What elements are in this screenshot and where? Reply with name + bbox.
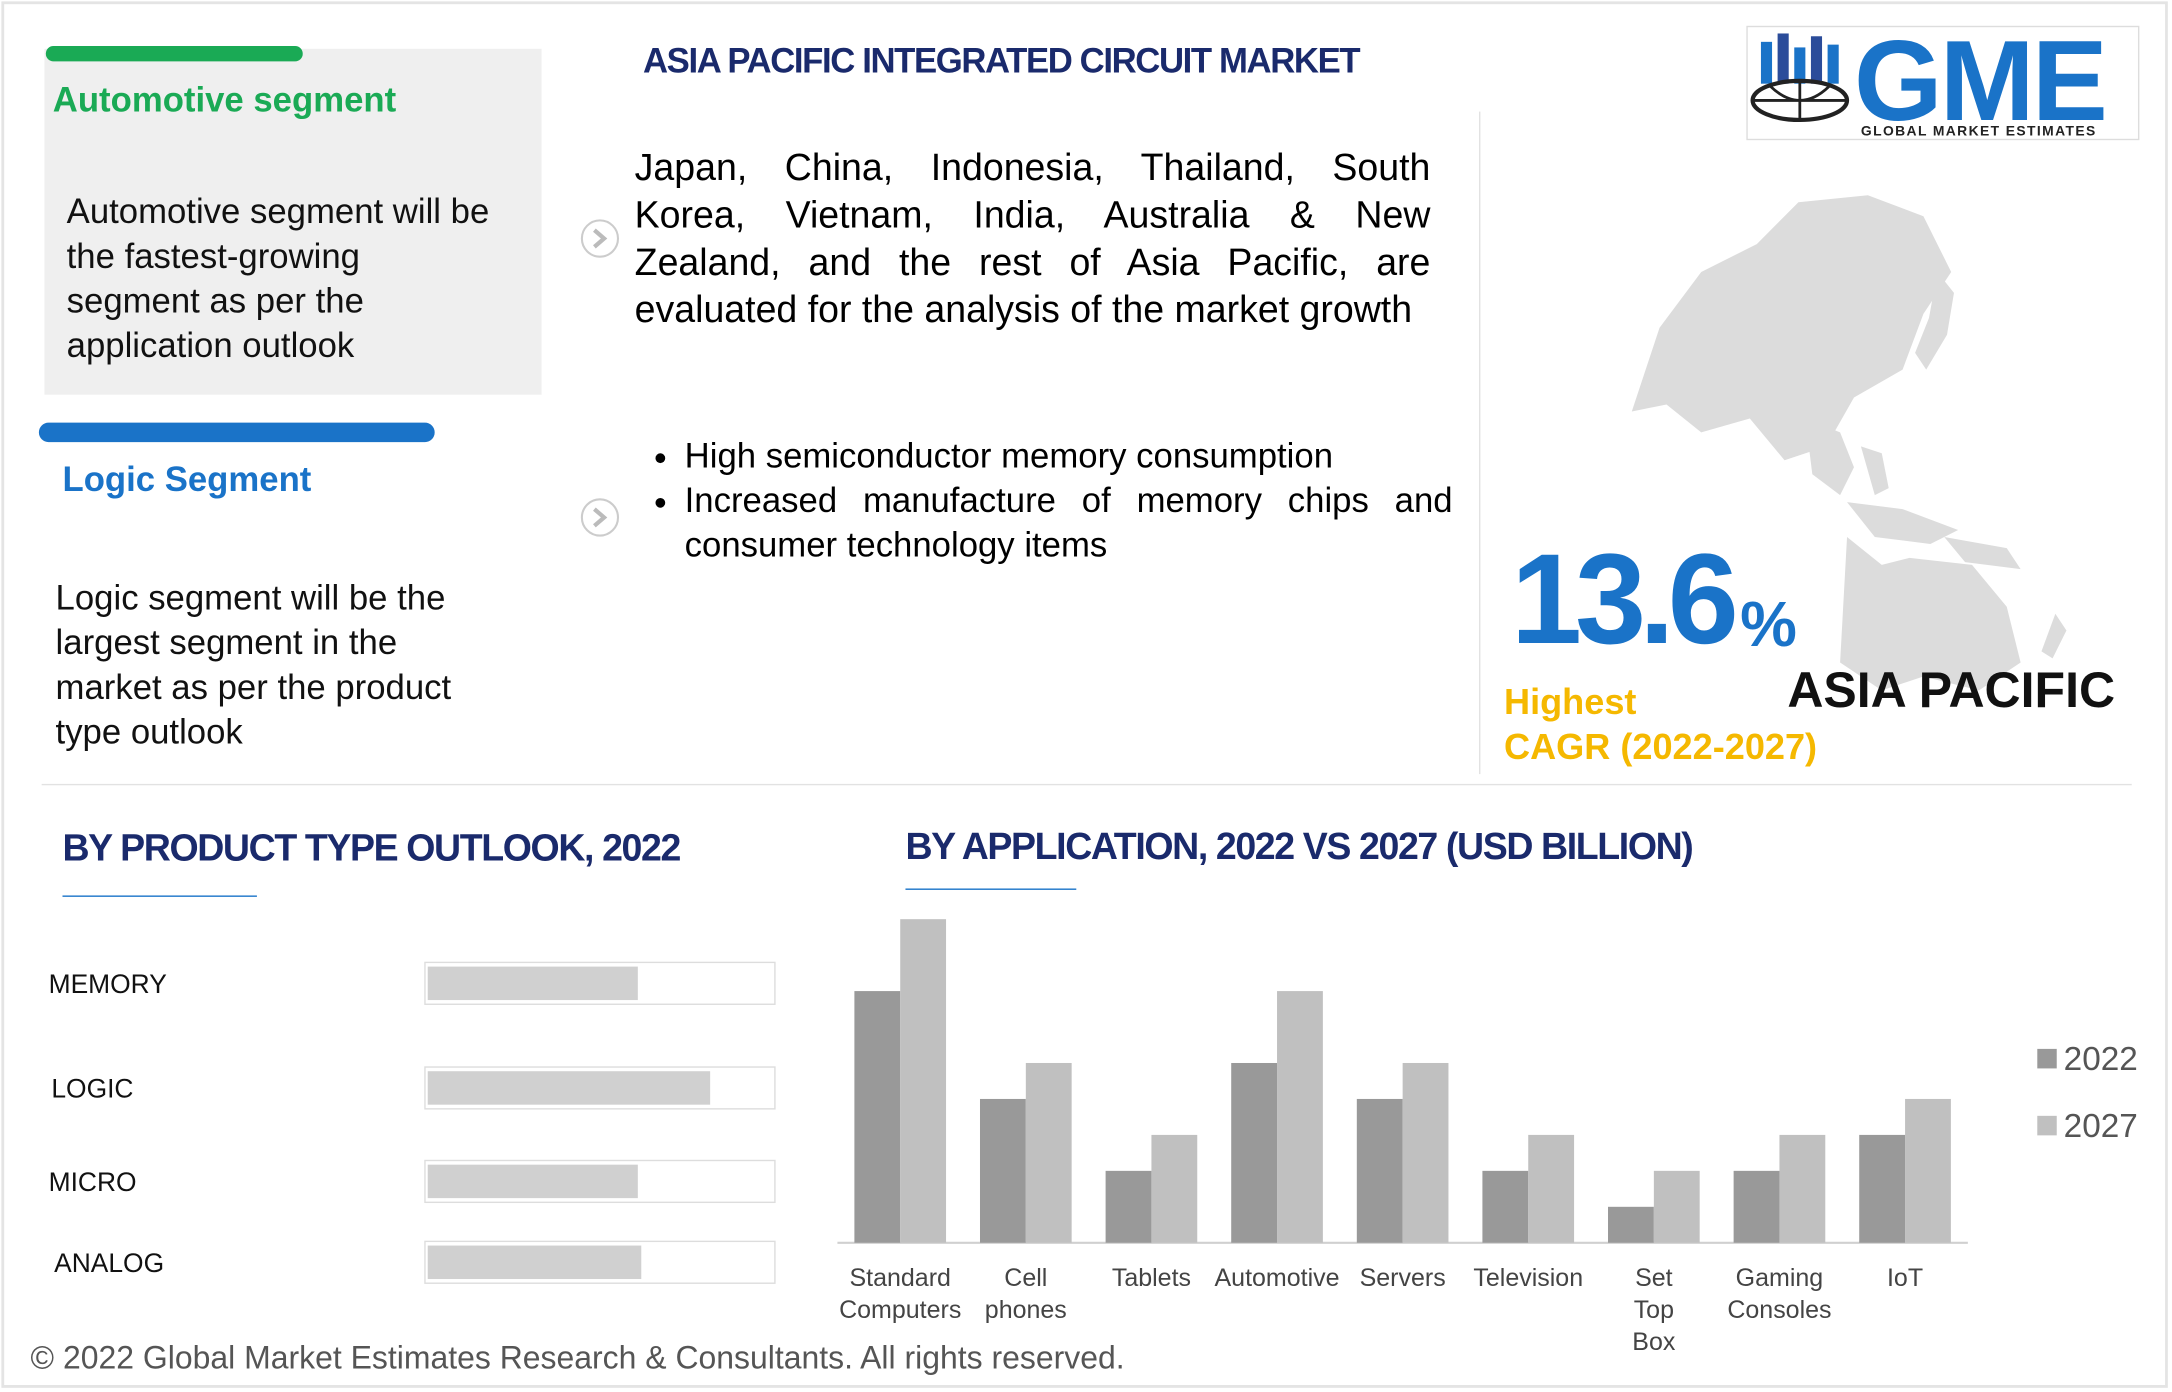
x-tick-label: Automotive [1215,1264,1340,1292]
category-label: LOGIC [51,1074,133,1104]
x-tick-label: Set Top Box [1632,1264,1676,1356]
bar [427,1245,642,1280]
bar [1025,1062,1072,1243]
bar [427,1071,711,1105]
logo-subtitle: GLOBAL MARKET ESTIMATES [1861,122,2097,138]
bar [1528,1134,1575,1243]
bar [1482,1170,1529,1243]
title-underline [62,895,257,897]
accent-bar [38,422,435,443]
map [1631,195,2067,691]
bar [1905,1098,1951,1243]
bar [427,1164,638,1199]
x-tick-label: Television [1473,1264,1583,1292]
bar [1859,1134,1906,1243]
cagr-value: 13.6 [1510,528,1739,671]
bar [1779,1134,1826,1243]
x-tick-label: Tablets [1112,1264,1191,1292]
divider [41,783,2132,786]
highlight-box [44,48,542,395]
page-title: ASIA PACIFIC INTEGRATED CIRCUIT MARKET [642,41,1361,81]
highlight-text: Logic segment will be the largest segmen… [55,578,452,752]
legend-label: 2027 [2064,1108,2138,1145]
cagr-label: Highest [1504,680,1637,723]
divider [1479,111,1481,775]
bullet-list: High semiconductor memory consumption In… [632,434,1453,568]
bar [1733,1170,1780,1243]
x-tick-label: Cell phones [985,1264,1067,1324]
title-underline [905,888,1077,890]
logo-text: GME [1854,18,2105,145]
highlight-text: Automotive segment will be the fastest-g… [66,192,490,366]
highlight-title: Logic Segment [62,460,312,500]
bar [1277,991,1323,1243]
bar [900,919,947,1243]
cagr-label: CAGR (2022-2027) [1504,725,1818,768]
logo [1746,25,2140,141]
bar [1608,1206,1654,1243]
bar [1151,1134,1198,1243]
scope-text: Japan, China, Indonesia, Thailand, South… [634,146,1431,331]
category-label: MEMORY [49,969,168,999]
x-tick-label: Gaming Consoles [1727,1264,1831,1324]
legend-swatch [2037,1115,2057,1136]
bullet: High semiconductor memory consumption [685,434,1453,479]
bar [1402,1062,1449,1243]
chart-title: BY APPLICATION, 2022 VS 2027 (USD BILLIO… [905,825,1693,868]
arrow-icons [580,219,620,537]
category-label: ANALOG [54,1248,164,1278]
bar [1105,1170,1152,1243]
bar [1653,1170,1700,1243]
highlight-title: Automotive segment [52,80,397,120]
legend-swatch [2037,1048,2057,1069]
bullet: Increased manufacture of memory chips an… [685,478,1453,567]
category-label: MICRO [49,1167,137,1197]
x-tick-label: IoT [1887,1264,1923,1292]
chart-title: BY PRODUCT TYPE OUTLOOK, 2022 [62,827,681,869]
bar [854,991,901,1243]
accent-bar [45,46,303,62]
x-tick-label: Standard Computers [839,1264,961,1324]
region-name: ASIA PACIFIC [1787,661,2116,719]
legend-label: 2022 [2064,1041,2138,1078]
bar [1356,1098,1403,1243]
cagr-unit: % [1740,587,1797,660]
bar [979,1098,1026,1243]
bar [1231,1062,1278,1243]
x-tick-label: Servers [1360,1264,1446,1292]
bar [427,966,638,1001]
footer: © 2022 Global Market Estimates Research … [30,1339,1125,1376]
